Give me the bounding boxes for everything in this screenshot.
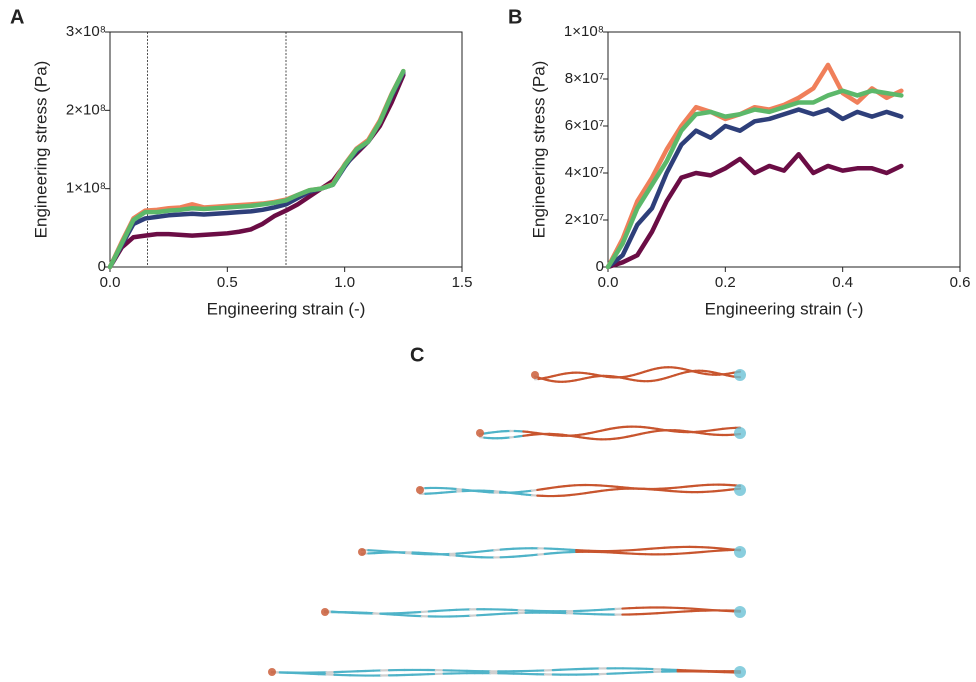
y-tick-label: 1×10⁸ [66,180,106,197]
x-tick-label: 0.0 [598,274,619,291]
y-tick-label: 8×10⁷ [565,70,604,87]
y-tick-label: 2×10⁷ [565,211,604,228]
chain-end [734,369,746,381]
data-line [107,70,406,270]
y-tick-label: 0 [596,258,604,275]
x-tick-label: 1.5 [452,274,473,291]
chain-end [734,666,746,678]
x-tick-label: 1.0 [334,274,355,291]
data-line [605,88,904,270]
data-line [107,68,406,270]
panel-label: C [410,344,424,366]
chain-end [734,427,746,439]
data-line [605,62,904,270]
x-tick-label: 0.5 [217,274,238,291]
panel-label: B [508,6,522,28]
chain-start [268,668,276,676]
x-tick-label: 0.4 [832,274,853,291]
y-axis-label: Engineering stress (Pa) [529,61,548,239]
molecule-snapshots [268,366,746,678]
y-tick-label: 0 [98,258,106,275]
chain-end [734,484,746,496]
y-tick-label: 3×10⁸ [66,23,106,40]
chain-start [476,429,484,437]
x-tick-label: 0.6 [950,274,971,291]
chain-start [321,608,329,616]
y-tick-label: 4×10⁷ [565,164,604,181]
data-line [605,151,904,270]
x-tick-label: 0.2 [715,274,736,291]
data-line [107,68,406,270]
x-tick-label: 0.0 [100,274,121,291]
chain-start [531,371,539,379]
y-tick-label: 6×10⁷ [565,117,604,134]
plot-frame [607,31,961,268]
chain-end [734,546,746,558]
y-axis-label: Engineering stress (Pa) [31,61,50,239]
chain-end [734,606,746,618]
y-tick-label: 1×10⁸ [564,23,604,40]
data-line [107,72,406,270]
x-axis-label: Engineering strain (-) [705,299,864,318]
chain-start [416,486,424,494]
panel-label: A [10,6,24,28]
data-line [605,107,904,270]
y-tick-label: 2×10⁸ [66,101,106,118]
chain-start [358,548,366,556]
x-axis-label: Engineering strain (-) [207,299,366,318]
